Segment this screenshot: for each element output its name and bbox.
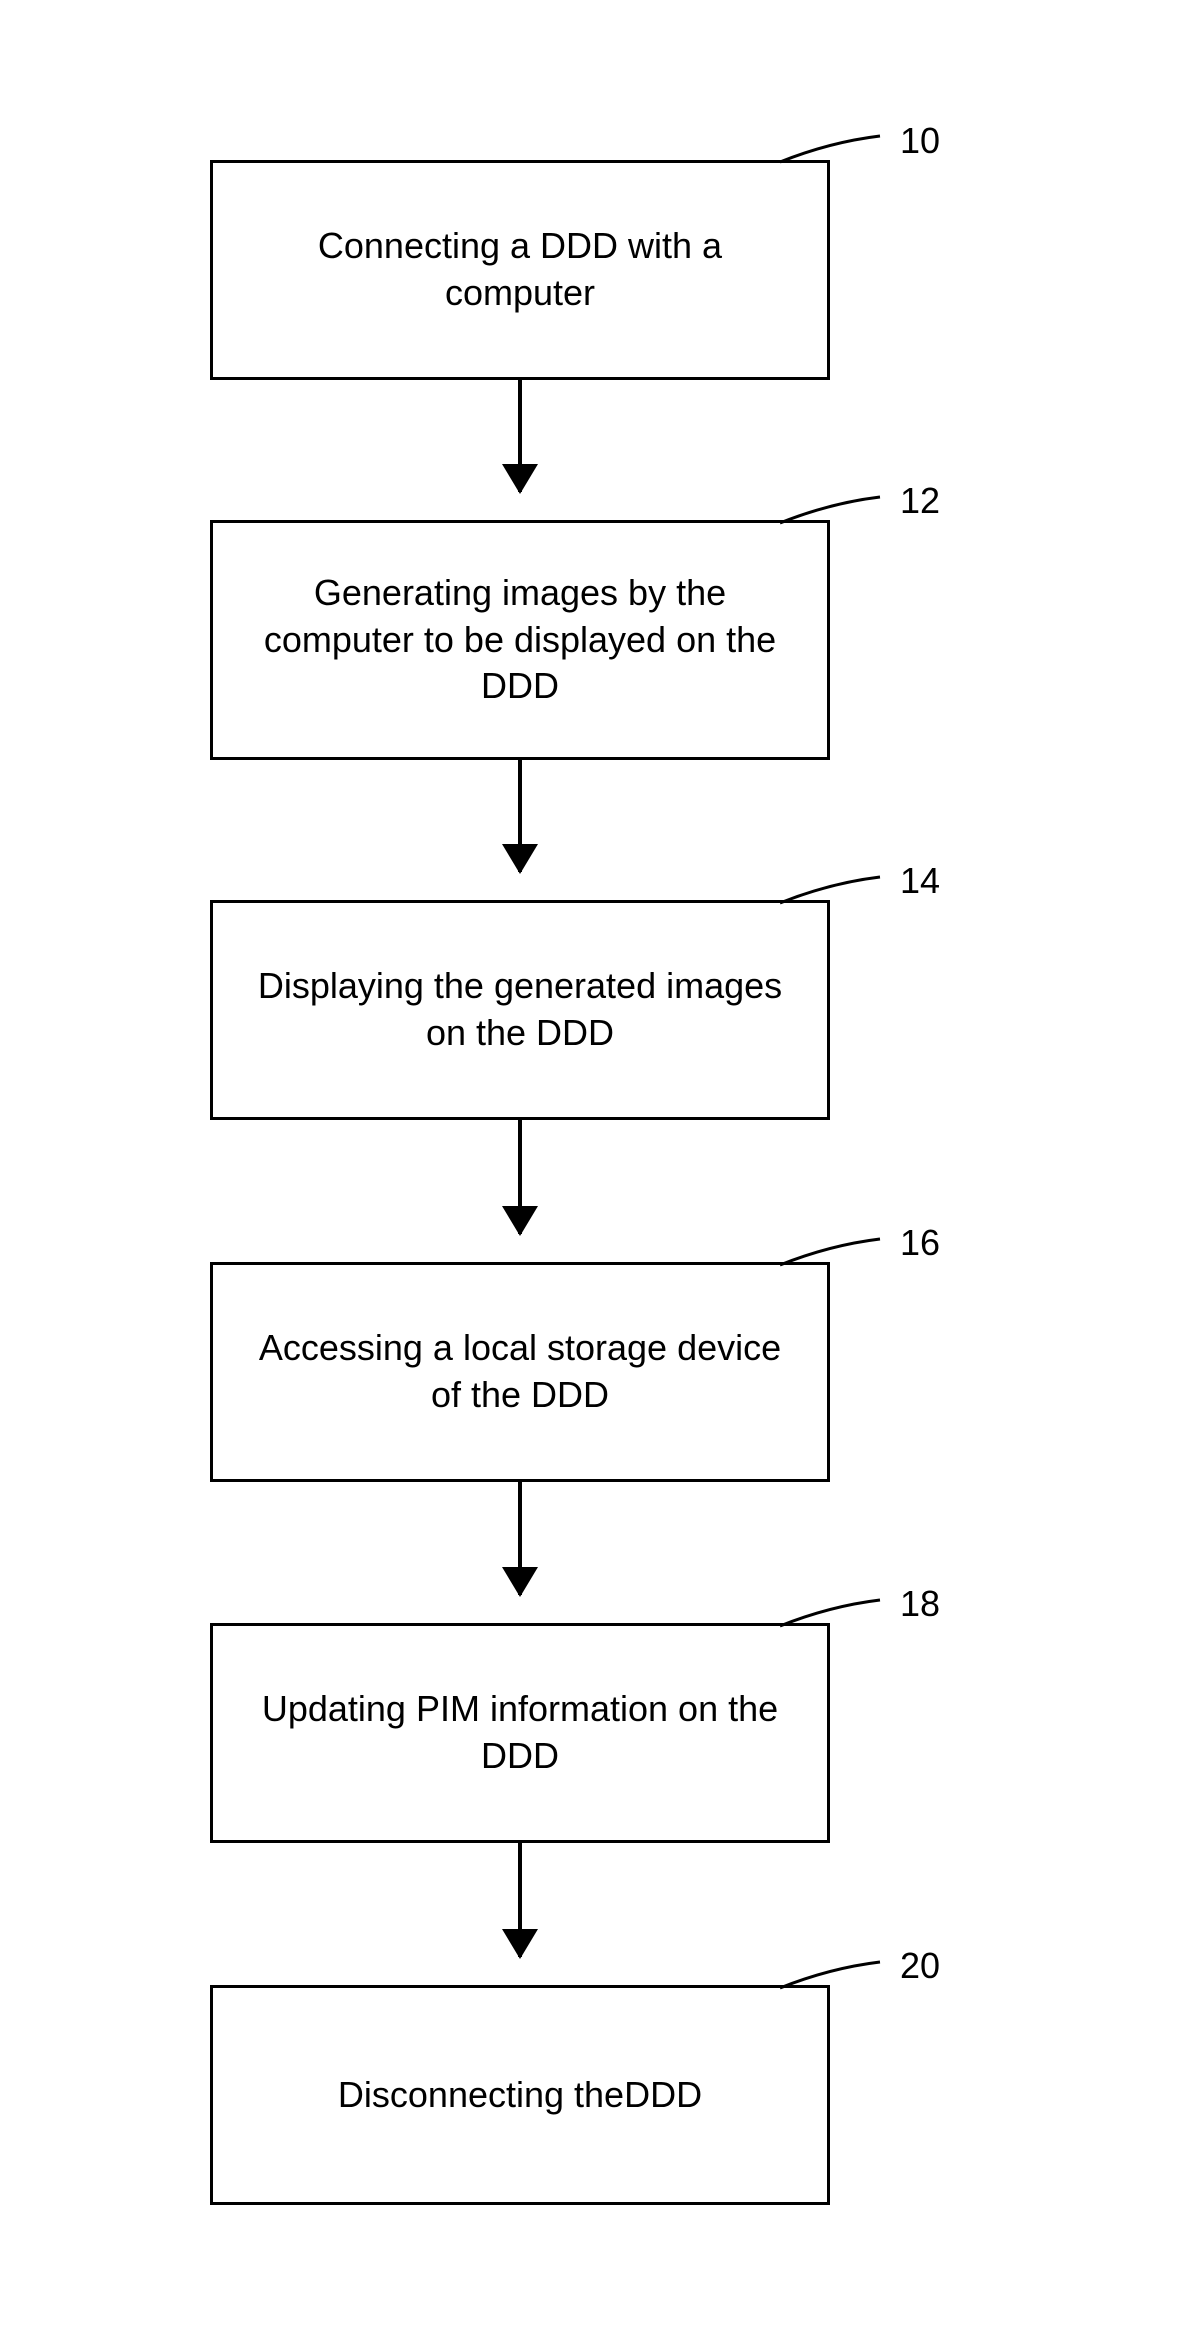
flow-node-text: Generating images by the computer to be … xyxy=(243,570,797,710)
flow-arrow xyxy=(518,1120,522,1234)
ref-label-18: 18 xyxy=(900,1583,940,1625)
ref-label-10: 10 xyxy=(900,120,940,162)
flow-node-n20: Disconnecting theDDD xyxy=(210,1985,830,2205)
leader-line xyxy=(775,1575,885,1651)
flow-node-text: Accessing a local storage device of the … xyxy=(243,1325,797,1419)
flow-node-n10: Connecting a DDD with a computer xyxy=(210,160,830,380)
flow-arrow xyxy=(518,1482,522,1595)
flow-node-text: Displaying the generated images on the D… xyxy=(243,963,797,1057)
leader-line xyxy=(775,111,885,187)
flow-node-text: Updating PIM information on the DDD xyxy=(243,1686,797,1780)
flow-node-n18: Updating PIM information on the DDD xyxy=(210,1623,830,1843)
ref-label-16: 16 xyxy=(900,1222,940,1264)
flow-node-n12: Generating images by the computer to be … xyxy=(210,520,830,760)
flow-arrow xyxy=(518,1843,522,1957)
flow-arrow xyxy=(518,380,522,492)
leader-line xyxy=(775,852,885,928)
ref-label-14: 14 xyxy=(900,860,940,902)
flow-node-n16: Accessing a local storage device of the … xyxy=(210,1262,830,1482)
flow-node-n14: Displaying the generated images on the D… xyxy=(210,900,830,1120)
ref-label-12: 12 xyxy=(900,480,940,522)
ref-label-20: 20 xyxy=(900,1945,940,1987)
flow-node-text: Disconnecting theDDD xyxy=(338,2072,702,2119)
leader-line xyxy=(775,1214,885,1290)
flow-node-text: Connecting a DDD with a computer xyxy=(243,223,797,317)
flowchart-container: Connecting a DDD with a computer 10 Genera… xyxy=(0,0,1189,2328)
leader-line xyxy=(775,1937,885,2013)
leader-line xyxy=(775,472,885,548)
flow-arrow xyxy=(518,760,522,872)
